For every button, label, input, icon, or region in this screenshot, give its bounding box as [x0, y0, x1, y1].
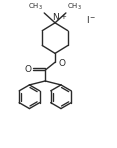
Text: O: O: [58, 59, 65, 68]
Text: CH$_3$: CH$_3$: [28, 2, 43, 12]
Text: I$^-$: I$^-$: [86, 14, 97, 25]
Text: O: O: [24, 65, 31, 74]
Text: CH$_3$: CH$_3$: [67, 2, 82, 12]
Text: N: N: [52, 13, 59, 22]
Text: +: +: [60, 14, 66, 20]
